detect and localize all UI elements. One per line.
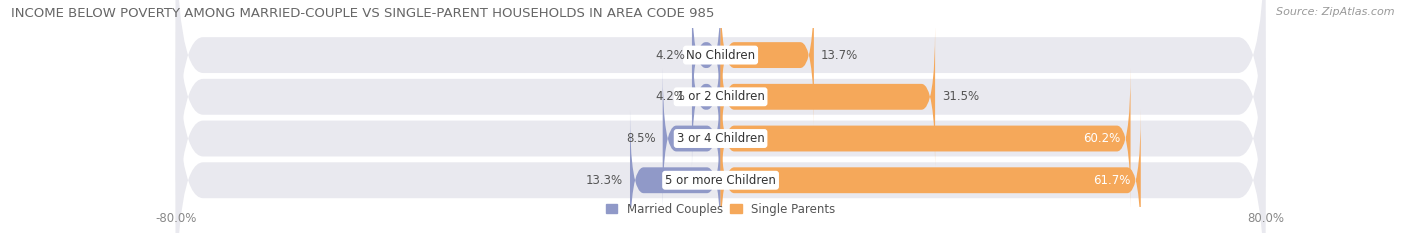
Text: 8.5%: 8.5%	[626, 132, 655, 145]
FancyBboxPatch shape	[176, 31, 1265, 233]
Text: 31.5%: 31.5%	[942, 90, 979, 103]
Text: 60.2%: 60.2%	[1083, 132, 1121, 145]
Text: 5 or more Children: 5 or more Children	[665, 174, 776, 187]
FancyBboxPatch shape	[662, 68, 721, 209]
Text: 13.3%: 13.3%	[586, 174, 623, 187]
FancyBboxPatch shape	[721, 0, 814, 126]
FancyBboxPatch shape	[721, 26, 935, 167]
Text: Source: ZipAtlas.com: Source: ZipAtlas.com	[1277, 7, 1395, 17]
Text: 4.2%: 4.2%	[655, 90, 685, 103]
Text: 4.2%: 4.2%	[655, 48, 685, 62]
Text: INCOME BELOW POVERTY AMONG MARRIED-COUPLE VS SINGLE-PARENT HOUSEHOLDS IN AREA CO: INCOME BELOW POVERTY AMONG MARRIED-COUPL…	[11, 7, 714, 20]
Legend: Married Couples, Single Parents: Married Couples, Single Parents	[606, 203, 835, 216]
FancyBboxPatch shape	[692, 0, 721, 126]
FancyBboxPatch shape	[721, 68, 1130, 209]
FancyBboxPatch shape	[176, 0, 1265, 204]
Text: 1 or 2 Children: 1 or 2 Children	[676, 90, 765, 103]
FancyBboxPatch shape	[176, 0, 1265, 233]
Text: 3 or 4 Children: 3 or 4 Children	[676, 132, 765, 145]
FancyBboxPatch shape	[692, 26, 721, 167]
Text: 61.7%: 61.7%	[1094, 174, 1130, 187]
FancyBboxPatch shape	[176, 0, 1265, 233]
Text: No Children: No Children	[686, 48, 755, 62]
Text: 13.7%: 13.7%	[821, 48, 858, 62]
FancyBboxPatch shape	[630, 110, 721, 233]
FancyBboxPatch shape	[721, 110, 1140, 233]
